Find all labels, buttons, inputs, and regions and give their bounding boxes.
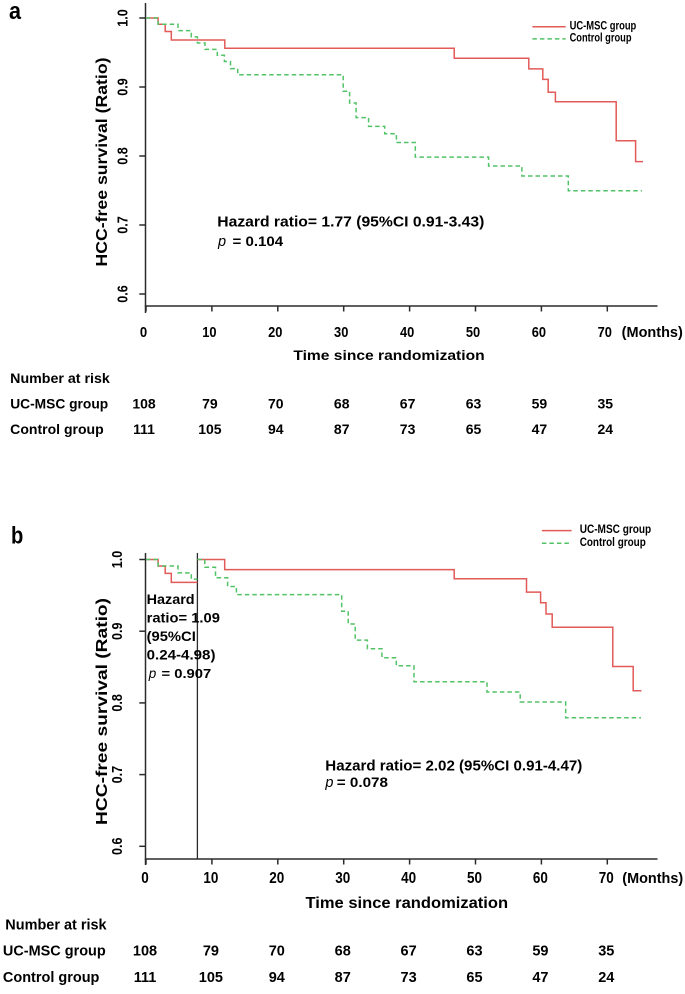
svg-text:87: 87 <box>334 421 350 437</box>
svg-text:24: 24 <box>598 970 614 986</box>
svg-text:1.0: 1.0 <box>110 551 126 569</box>
svg-text:0.24-4.98): 0.24-4.98) <box>147 648 216 663</box>
svg-text:0.8: 0.8 <box>110 694 126 712</box>
svg-text:68: 68 <box>335 943 351 959</box>
svg-text:94: 94 <box>268 421 284 437</box>
svg-text:30: 30 <box>335 870 350 887</box>
svg-text:35: 35 <box>598 943 614 959</box>
svg-text:Number at risk: Number at risk <box>10 371 110 387</box>
svg-text:0.6: 0.6 <box>110 838 126 856</box>
svg-text:(Months): (Months) <box>622 871 683 887</box>
svg-text:Hazard ratio= 2.02 (95%CI 0.91: Hazard ratio= 2.02 (95%CI 0.91-4.47) <box>325 759 582 775</box>
svg-text:79: 79 <box>202 396 218 412</box>
svg-text:b: b <box>11 523 23 550</box>
svg-text:105: 105 <box>199 970 223 986</box>
svg-text:60: 60 <box>533 870 548 887</box>
svg-text:47: 47 <box>532 421 548 437</box>
svg-text:94: 94 <box>269 970 285 986</box>
svg-text:0.8: 0.8 <box>116 147 132 165</box>
svg-text:111: 111 <box>134 970 157 986</box>
svg-text:HCC-free survival (Ratio): HCC-free survival (Ratio) <box>94 598 111 825</box>
svg-text:= 0.907: = 0.907 <box>162 666 212 681</box>
svg-text:0.9: 0.9 <box>116 78 132 96</box>
svg-text:a: a <box>9 0 22 25</box>
svg-text:20: 20 <box>269 870 284 887</box>
svg-text:79: 79 <box>203 943 219 959</box>
svg-text:20: 20 <box>268 325 282 341</box>
svg-text:70: 70 <box>598 325 612 341</box>
svg-text:67: 67 <box>400 396 416 412</box>
svg-text:30: 30 <box>334 325 348 341</box>
svg-text:73: 73 <box>401 970 417 986</box>
svg-text:Control group: Control group <box>3 970 100 986</box>
svg-text:0.6: 0.6 <box>116 285 132 303</box>
svg-text:p: p <box>148 666 157 681</box>
svg-text:10: 10 <box>203 870 218 887</box>
svg-text:35: 35 <box>598 396 614 412</box>
svg-text:111: 111 <box>133 421 155 437</box>
svg-text:60: 60 <box>532 325 546 341</box>
svg-text:(95%CI: (95%CI <box>147 629 196 644</box>
svg-text:UC-MSC group: UC-MSC group <box>10 396 108 412</box>
svg-text:87: 87 <box>335 970 351 986</box>
svg-text:0: 0 <box>140 325 147 341</box>
svg-text:Hazard: Hazard <box>147 592 195 607</box>
svg-text:UC-MSC group: UC-MSC group <box>580 522 652 536</box>
svg-text:63: 63 <box>466 943 482 959</box>
svg-text:70: 70 <box>269 943 285 959</box>
svg-text:73: 73 <box>400 421 416 437</box>
svg-text:Control group: Control group <box>10 421 104 437</box>
svg-text:p: p <box>324 775 333 791</box>
svg-text:(Months): (Months) <box>622 325 683 341</box>
svg-text:50: 50 <box>467 870 482 887</box>
svg-text:59: 59 <box>532 396 548 412</box>
svg-text:10: 10 <box>202 325 216 341</box>
svg-text:65: 65 <box>466 970 482 986</box>
svg-text:70: 70 <box>268 396 284 412</box>
svg-text:Hazard ratio= 1.77 (95%CI 0.91: Hazard ratio= 1.77 (95%CI 0.91-3.43) <box>217 215 484 231</box>
svg-text:67: 67 <box>401 943 417 959</box>
svg-text:105: 105 <box>198 421 222 437</box>
svg-text:108: 108 <box>133 943 157 959</box>
svg-text:Time since randomization: Time since randomization <box>305 895 508 912</box>
svg-text:1.0: 1.0 <box>116 9 132 27</box>
svg-text:108: 108 <box>132 396 156 412</box>
svg-text:59: 59 <box>532 943 548 959</box>
svg-text:40: 40 <box>400 325 414 341</box>
svg-text:UC-MSC group: UC-MSC group <box>3 943 106 959</box>
svg-text:68: 68 <box>334 396 350 412</box>
svg-text:70: 70 <box>599 870 614 887</box>
svg-text:p: p <box>217 234 226 250</box>
svg-text:50: 50 <box>466 325 480 341</box>
svg-text:Number at risk: Number at risk <box>5 918 107 934</box>
svg-text:HCC-free survival (Ratio): HCC-free survival (Ratio) <box>94 57 111 266</box>
svg-text:= 0.078: = 0.078 <box>337 774 388 790</box>
svg-text:0: 0 <box>141 870 149 887</box>
svg-text:63: 63 <box>466 396 482 412</box>
svg-text:Control group: Control group <box>570 31 632 44</box>
svg-text:65: 65 <box>466 421 482 437</box>
svg-text:40: 40 <box>401 870 416 887</box>
svg-text:0.7: 0.7 <box>116 216 132 234</box>
svg-text:47: 47 <box>532 970 548 986</box>
svg-text:Control group: Control group <box>580 535 646 549</box>
svg-text:Time since randomization: Time since randomization <box>293 347 484 363</box>
svg-text:ratio= 1.09: ratio= 1.09 <box>147 611 220 626</box>
svg-text:24: 24 <box>598 421 614 437</box>
svg-text:0.7: 0.7 <box>110 766 126 784</box>
svg-text:UC-MSC group: UC-MSC group <box>570 19 637 32</box>
svg-text:0.9: 0.9 <box>110 622 126 640</box>
svg-text:= 0.104: = 0.104 <box>233 233 284 249</box>
